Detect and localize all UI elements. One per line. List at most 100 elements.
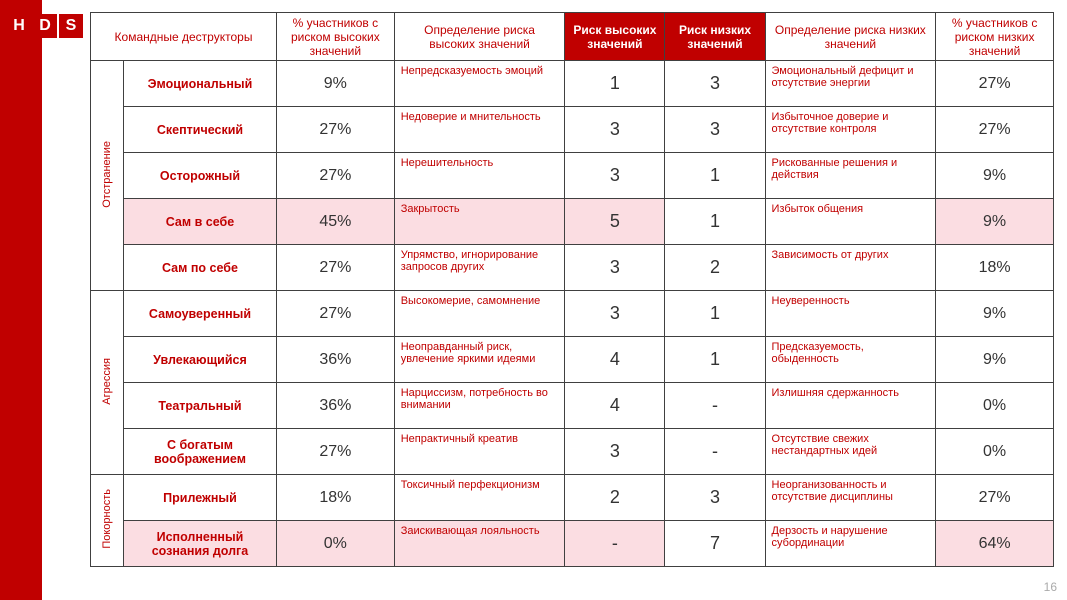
logo-s: S <box>59 14 83 38</box>
risk-low: 1 <box>665 337 765 383</box>
table-row: Скептический27%Недоверие и мнительность3… <box>91 107 1054 153</box>
risk-low: 1 <box>665 153 765 199</box>
def-low: Эмоциональный дефицит и отсутствие энерг… <box>765 61 936 107</box>
risk-low: 3 <box>665 61 765 107</box>
table-row: АгрессияСамоуверенный27%Высокомерие, сам… <box>91 291 1054 337</box>
pct-high: 18% <box>276 475 394 521</box>
table-row: Осторожный27%Нерешительность31Рискованны… <box>91 153 1054 199</box>
risk-high: 3 <box>565 153 665 199</box>
pct-low: 9% <box>936 291 1054 337</box>
row-name: Сам в себе <box>123 199 276 245</box>
risk-low: 1 <box>665 291 765 337</box>
pct-high: 27% <box>276 153 394 199</box>
pct-low: 0% <box>936 429 1054 475</box>
def-low: Неорганизованность и отсутствие дисципли… <box>765 475 936 521</box>
def-low: Неуверенность <box>765 291 936 337</box>
risk-high: 3 <box>565 429 665 475</box>
group-label: Покорность <box>91 475 124 567</box>
pct-high: 9% <box>276 61 394 107</box>
pct-high: 27% <box>276 429 394 475</box>
group-label: Агрессия <box>91 291 124 475</box>
risk-high: 4 <box>565 337 665 383</box>
def-high: Закрытость <box>394 199 565 245</box>
risk-low: 1 <box>665 199 765 245</box>
pct-high: 27% <box>276 245 394 291</box>
def-high: Неоправданный риск, увлечение яркими иде… <box>394 337 565 383</box>
def-low: Предсказуемость, обыденность <box>765 337 936 383</box>
logo-d: D <box>33 14 57 38</box>
row-name: Исполненный сознания долга <box>123 521 276 567</box>
def-low: Рискованные решения и действия <box>765 153 936 199</box>
risk-high: 3 <box>565 245 665 291</box>
def-low: Избыточное доверие и отсутствие контроля <box>765 107 936 153</box>
pct-low: 9% <box>936 337 1054 383</box>
header-def-high: Определение риска высоких значений <box>394 13 565 61</box>
header-pct-low: % участников с риском низких значений <box>936 13 1054 61</box>
pct-low: 18% <box>936 245 1054 291</box>
header-def-low: Определение риска низких значений <box>765 13 936 61</box>
def-high: Недоверие и мнительность <box>394 107 565 153</box>
def-low: Избыток общения <box>765 199 936 245</box>
risk-low: - <box>665 383 765 429</box>
row-name: Скептический <box>123 107 276 153</box>
hds-logo: H D S <box>7 14 83 38</box>
group-label: Отстранение <box>91 61 124 291</box>
row-name: Увлекающийся <box>123 337 276 383</box>
table-row: Увлекающийся36%Неоправданный риск, увлеч… <box>91 337 1054 383</box>
risk-low: 3 <box>665 107 765 153</box>
pct-low: 0% <box>936 383 1054 429</box>
header-destructors: Командные деструкторы <box>91 13 277 61</box>
pct-high: 0% <box>276 521 394 567</box>
row-name: Сам по себе <box>123 245 276 291</box>
risk-high: 4 <box>565 383 665 429</box>
row-name: Прилежный <box>123 475 276 521</box>
risk-high: 2 <box>565 475 665 521</box>
pct-low: 27% <box>936 107 1054 153</box>
def-high: Высокомерие, самомнение <box>394 291 565 337</box>
table-row: Сам по себе27%Упрямство, игнорирование з… <box>91 245 1054 291</box>
def-high: Нарциссизм, потребность во внимании <box>394 383 565 429</box>
header-risk-high: Риск высоких значений <box>565 13 665 61</box>
risk-high: 1 <box>565 61 665 107</box>
def-low: Отсутствие свежих нестандартных идей <box>765 429 936 475</box>
pct-high: 36% <box>276 337 394 383</box>
header-row: Командные деструкторы % участников с рис… <box>91 13 1054 61</box>
risk-low: - <box>665 429 765 475</box>
def-low: Излишняя сдержанность <box>765 383 936 429</box>
destructors-table: Командные деструкторы % участников с рис… <box>90 12 1054 567</box>
pct-high: 45% <box>276 199 394 245</box>
pct-low: 9% <box>936 153 1054 199</box>
row-name: С богатым воображением <box>123 429 276 475</box>
risk-high: - <box>565 521 665 567</box>
def-high: Непрактичный креатив <box>394 429 565 475</box>
header-pct-high: % участников с риском высоких значений <box>276 13 394 61</box>
left-sidebar <box>0 0 42 600</box>
def-high: Токсичный перфекционизм <box>394 475 565 521</box>
risk-low: 7 <box>665 521 765 567</box>
logo-h: H <box>7 14 31 38</box>
page-number: 16 <box>1044 580 1057 594</box>
def-low: Зависимость от других <box>765 245 936 291</box>
table-row: ОтстранениеЭмоциональный9%Непредсказуемо… <box>91 61 1054 107</box>
row-name: Эмоциональный <box>123 61 276 107</box>
risk-low: 3 <box>665 475 765 521</box>
pct-low: 27% <box>936 475 1054 521</box>
pct-high: 36% <box>276 383 394 429</box>
pct-low: 64% <box>936 521 1054 567</box>
risk-high: 5 <box>565 199 665 245</box>
def-low: Дерзость и нарушение субординации <box>765 521 936 567</box>
risk-high: 3 <box>565 107 665 153</box>
pct-high: 27% <box>276 107 394 153</box>
risk-low: 2 <box>665 245 765 291</box>
header-risk-low: Риск низких значений <box>665 13 765 61</box>
pct-high: 27% <box>276 291 394 337</box>
pct-low: 9% <box>936 199 1054 245</box>
row-name: Осторожный <box>123 153 276 199</box>
main-table-area: Командные деструкторы % участников с рис… <box>90 12 1054 567</box>
def-high: Упрямство, игнорирование запросов других <box>394 245 565 291</box>
table-row: Театральный36%Нарциссизм, потребность во… <box>91 383 1054 429</box>
risk-high: 3 <box>565 291 665 337</box>
def-high: Непредсказуемость эмоций <box>394 61 565 107</box>
def-high: Нерешительность <box>394 153 565 199</box>
row-name: Театральный <box>123 383 276 429</box>
